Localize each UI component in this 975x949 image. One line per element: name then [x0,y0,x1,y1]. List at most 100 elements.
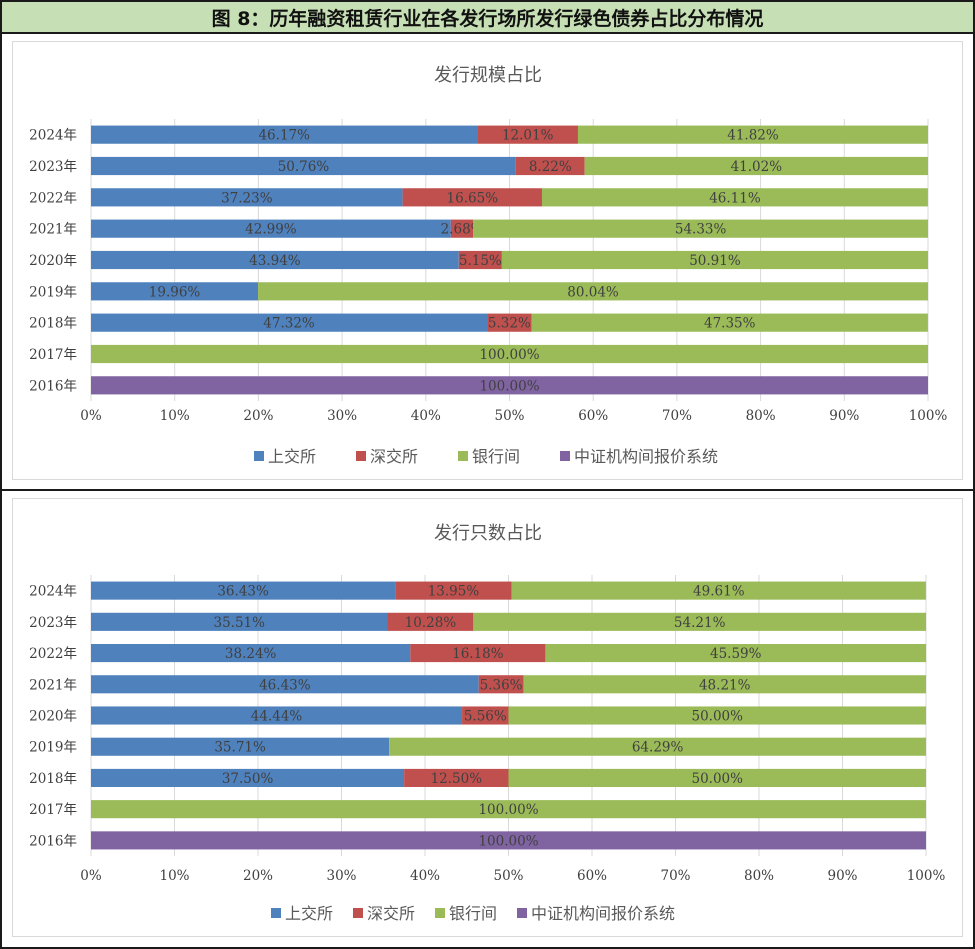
y-tick-label: 2018年 [29,771,77,787]
bar-segment [91,156,516,176]
bar-segment [450,219,474,238]
data-label: 5.32% [488,316,531,332]
legend-swatch [356,451,366,461]
data-label: 48.21% [699,677,751,693]
data-label: 5.15% [459,253,502,269]
data-label: 54.21% [674,615,726,631]
bar-segment [541,188,928,207]
bar-segment [91,219,451,238]
data-label: 41.02% [731,159,783,175]
data-label: 49.61% [693,584,745,600]
x-tick-label: 10% [160,408,190,424]
data-label: 47.35% [704,316,756,332]
bar-segment [531,313,928,332]
x-tick-label: 90% [827,868,857,884]
x-tick-label: 60% [578,408,608,424]
bar-segment [458,250,502,270]
data-label: 47.32% [263,316,315,332]
data-label: 36.43% [217,584,269,600]
legend-swatch [435,908,445,918]
x-tick-label: 80% [746,408,776,424]
bar-segment [508,768,926,787]
bar-segment [487,313,532,332]
bar-segment [473,612,926,631]
bar-segment [91,706,463,725]
y-tick-label: 2023年 [29,615,77,631]
data-label: 45.59% [710,646,762,662]
bar-segment [410,644,546,663]
y-tick-label: 2019年 [29,284,77,300]
data-label: 50.00% [692,771,744,787]
y-tick-label: 2016年 [29,833,77,849]
x-tick-label: 10% [159,868,189,884]
x-tick-label: 40% [411,408,441,424]
legend-label: 深交所 [367,904,415,923]
data-label: 12.50% [431,771,483,787]
y-tick-label: 2024年 [29,128,77,144]
bar-segment [462,706,509,725]
data-label: 35.71% [214,740,266,756]
data-label: 46.43% [259,677,311,693]
bar-segment [258,282,928,301]
bar-segment [91,376,928,395]
bar-segment [91,581,396,600]
data-label: 5.36% [480,677,523,693]
data-label: 64.29% [632,740,684,756]
y-tick-label: 2022年 [29,190,77,206]
legend-label: 中证机构间报价系统 [531,904,675,923]
data-label: 8.22% [529,159,572,175]
x-tick-label: 40% [410,868,440,884]
x-tick-label: 80% [744,868,774,884]
legend-label: 深交所 [370,447,418,466]
chart-area-count: 发行只数占比 0% 10% 20% 30% 40% 50% 60% 70% 80% 90% 100% 2… [12,498,963,937]
data-label: 16.18% [452,646,504,662]
data-label: 10.28% [405,615,457,631]
data-label: 38.24% [225,646,277,662]
y-tick-label: 2016年 [29,378,77,394]
legend-swatch [353,908,363,918]
y-tick-label: 2018年 [29,316,77,332]
data-label: 46.17% [258,128,310,144]
bar-segment [91,644,411,663]
y-tick-label: 2024年 [29,584,77,600]
data-label: 42.99% [245,222,297,238]
data-label: 50.91% [689,253,741,269]
data-label: 46.11% [709,190,761,206]
x-tick-label: 30% [327,408,357,424]
data-label: 13.95% [428,584,480,600]
x-tick-label: 100% [909,408,948,424]
bar-segment [478,675,524,694]
stacked-bar-chart-scale: 发行规模占比 0% 10% 20% 30% 40% 50% 60% 70% 80% 90% 100% 2… [29,65,948,466]
bar-segment [477,125,578,144]
y-tick-label: 2020年 [29,253,77,269]
bar-segment [91,125,478,144]
legend-label: 银行间 [449,904,497,923]
chart-panel-scale: 发行规模占比 0% 10% 20% 30% 40% 50% 60% 70% 80% 90% 100% 2… [0,32,975,491]
data-label: 100.00% [479,347,539,363]
x-tick-label: 20% [243,408,273,424]
x-tick-label: 0% [80,408,102,424]
legend-swatch [254,451,264,461]
x-tick-label: 50% [493,868,523,884]
bar-segment [545,644,927,663]
figure-title: 图 8：历年融资租赁行业在各发行场所发行绿色债券占比分布情况 [0,0,975,34]
data-label: 54.33% [675,222,727,238]
x-tick-label: 100% [907,868,946,884]
data-label: 100.00% [478,833,538,849]
data-label: 37.50% [222,771,274,787]
bar-segment [402,188,542,207]
bar-segment [91,768,405,787]
legend-swatch [517,908,527,918]
bar-segment [91,831,926,850]
x-tick-label: 60% [577,868,607,884]
legend-swatch [458,451,468,461]
chart-panel-count: 发行只数占比 0% 10% 20% 30% 40% 50% 60% 70% 80% 90% 100% 2… [0,489,975,949]
data-label: 37.23% [221,190,273,206]
bar-segment [584,156,928,176]
bar-segment [404,768,509,787]
y-tick-label: 2022年 [29,646,77,662]
x-tick-label: 70% [660,868,690,884]
data-label: 80.04% [567,284,619,300]
stacked-bar-chart-count: 发行只数占比 0% 10% 20% 30% 40% 50% 60% 70% 80% 90% 100% 2… [29,523,946,923]
x-tick-label: 20% [243,868,273,884]
